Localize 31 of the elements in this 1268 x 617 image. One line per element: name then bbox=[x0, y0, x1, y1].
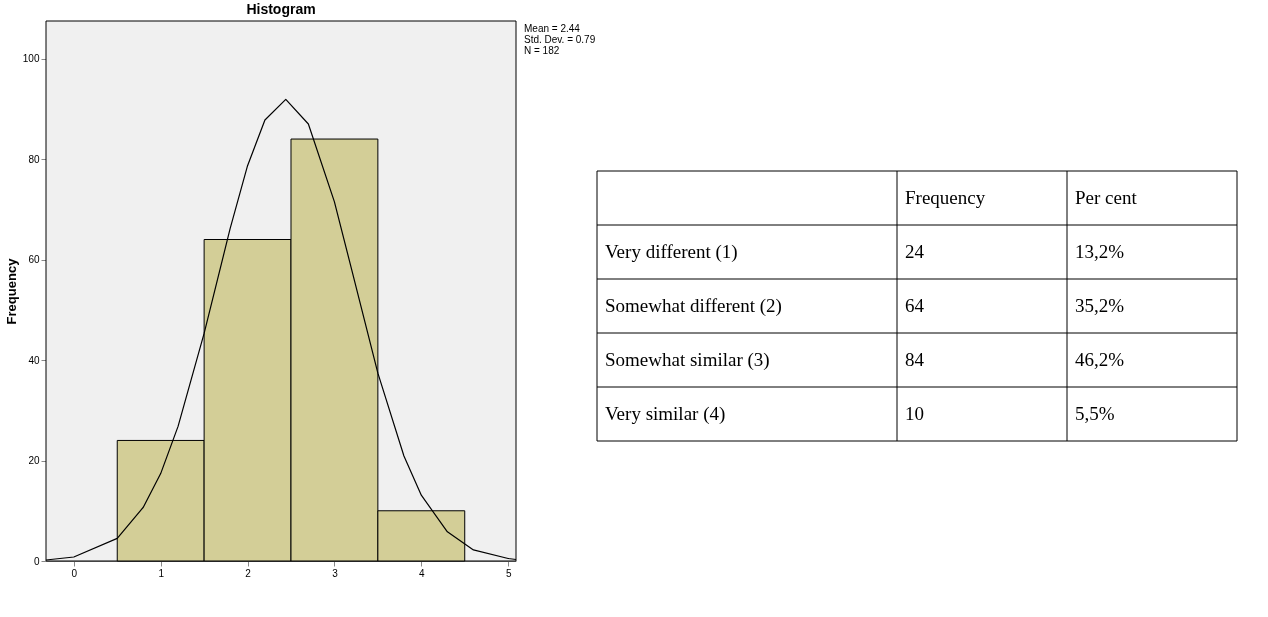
category-label: Very similar (4) bbox=[605, 403, 726, 425]
x-tick-label: 2 bbox=[245, 567, 252, 579]
x-tick-label: 0 bbox=[71, 567, 78, 579]
category-label: Somewhat similar (3) bbox=[605, 349, 770, 371]
y-tick-label: 80 bbox=[28, 153, 40, 165]
y-axis-title: Frequency bbox=[3, 257, 19, 325]
data-label: 13,2% bbox=[1075, 241, 1125, 262]
text: Mean = 2.44 bbox=[524, 23, 581, 34]
chart-title: Histogram bbox=[246, 0, 316, 17]
category-label: Somewhat different (2) bbox=[605, 295, 782, 317]
x-tick-label: 1 bbox=[158, 567, 165, 579]
y-tick-label: 100 bbox=[22, 53, 40, 65]
y-tick-label: 20 bbox=[28, 455, 40, 467]
data-label: 64 bbox=[905, 295, 925, 316]
data-label: 46,2% bbox=[1075, 349, 1125, 370]
data-label: 84 bbox=[905, 349, 925, 370]
y-tick-label: 0 bbox=[33, 555, 40, 567]
y-tick-label: 60 bbox=[28, 254, 40, 266]
x-tick-label: 4 bbox=[419, 567, 426, 579]
y-tick-label: 40 bbox=[28, 354, 40, 366]
x-tick-label: 5 bbox=[505, 567, 512, 579]
data-label: 24 bbox=[905, 241, 925, 262]
category-label: Very different (1) bbox=[605, 241, 738, 263]
text: Std. Dev. = 0.79 bbox=[524, 34, 596, 45]
text: Per cent bbox=[1075, 187, 1138, 208]
text: Frequency bbox=[905, 187, 986, 208]
data-label: 10 bbox=[905, 403, 924, 424]
data-label: 35,2% bbox=[1075, 295, 1125, 316]
text: N = 182 bbox=[524, 45, 560, 56]
data-label: 5,5% bbox=[1075, 403, 1115, 424]
x-tick-label: 3 bbox=[332, 567, 339, 579]
